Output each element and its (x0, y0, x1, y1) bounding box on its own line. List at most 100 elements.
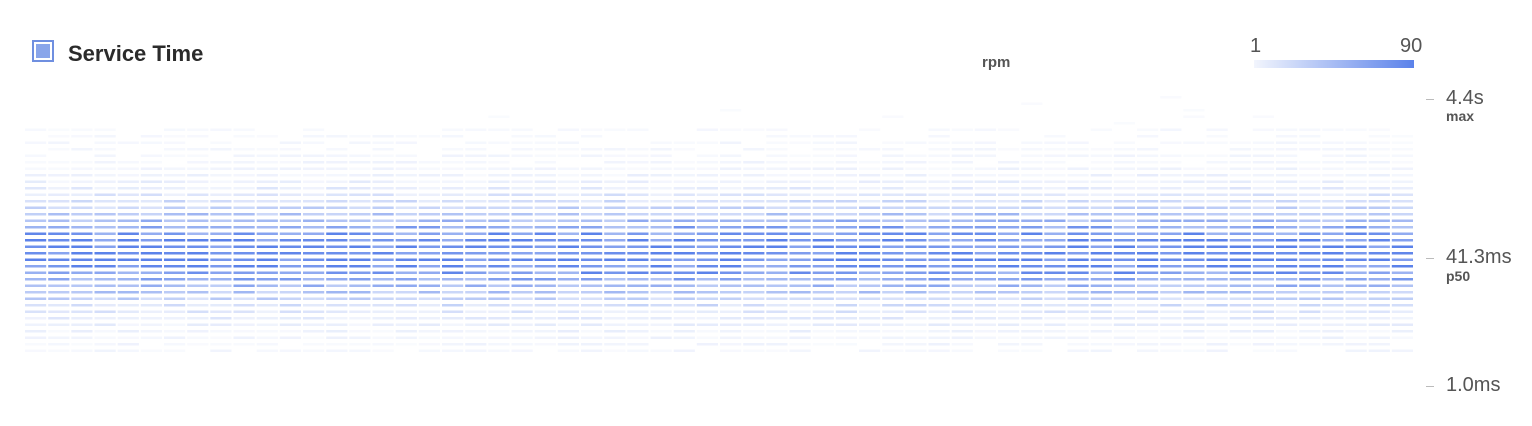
heatmap-cell[interactable] (650, 206, 672, 210)
heatmap-cell[interactable] (720, 310, 742, 314)
heatmap-cell[interactable] (1044, 167, 1066, 171)
heatmap-cell[interactable] (720, 258, 742, 262)
heatmap-cell[interactable] (1391, 349, 1413, 353)
heatmap-cell[interactable] (210, 265, 232, 268)
heatmap-cell[interactable] (418, 252, 440, 255)
heatmap-cell[interactable] (859, 317, 881, 320)
heatmap-cell[interactable] (627, 297, 649, 301)
heatmap-cell[interactable] (1206, 226, 1228, 229)
heatmap-cell[interactable] (94, 349, 116, 353)
heatmap-cell[interactable] (696, 265, 718, 268)
heatmap-cell[interactable] (951, 226, 973, 229)
heatmap-cell[interactable] (326, 252, 348, 255)
heatmap-cell[interactable] (1090, 278, 1112, 281)
heatmap-cell[interactable] (1229, 226, 1251, 229)
heatmap-cell[interactable] (349, 317, 371, 320)
heatmap-cell[interactable] (1345, 141, 1367, 145)
heatmap-cell[interactable] (627, 213, 649, 216)
heatmap-cell[interactable] (1021, 141, 1043, 145)
heatmap-cell[interactable] (673, 187, 695, 190)
heatmap-cell[interactable] (1067, 193, 1089, 197)
heatmap-cell[interactable] (1090, 323, 1112, 327)
heatmap-cell[interactable] (511, 232, 533, 236)
heatmap-cell[interactable] (117, 245, 139, 249)
heatmap-cell[interactable] (233, 161, 255, 164)
heatmap-cell[interactable] (372, 258, 394, 262)
heatmap-cell[interactable] (1322, 213, 1344, 216)
heatmap-cell[interactable] (928, 154, 950, 158)
heatmap-cell[interactable] (71, 180, 93, 184)
heatmap-cell[interactable] (1252, 141, 1274, 145)
heatmap-cell[interactable] (743, 284, 765, 288)
heatmap-cell[interactable] (418, 291, 440, 294)
heatmap-cell[interactable] (372, 232, 394, 236)
heatmap-cell[interactable] (743, 323, 765, 327)
heatmap-cell[interactable] (766, 141, 788, 145)
heatmap-cell[interactable] (1044, 226, 1066, 229)
heatmap-cell[interactable] (812, 265, 834, 268)
heatmap-cell[interactable] (279, 226, 301, 229)
heatmap-cell[interactable] (210, 278, 232, 281)
heatmap-cell[interactable] (395, 187, 417, 190)
heatmap-cell[interactable] (974, 271, 996, 275)
heatmap-cell[interactable] (696, 180, 718, 184)
heatmap-cell[interactable] (581, 336, 603, 340)
heatmap-cell[interactable] (998, 349, 1020, 353)
heatmap-cell[interactable] (117, 180, 139, 184)
heatmap-cell[interactable] (882, 252, 904, 255)
heatmap-cell[interactable] (210, 336, 232, 340)
heatmap-cell[interactable] (928, 148, 950, 151)
heatmap-cell[interactable] (256, 226, 278, 229)
heatmap-cell[interactable] (696, 200, 718, 203)
heatmap-cell[interactable] (279, 291, 301, 294)
heatmap-chart[interactable] (0, 0, 1420, 380)
heatmap-cell[interactable] (673, 278, 695, 281)
heatmap-cell[interactable] (882, 219, 904, 223)
heatmap-cell[interactable] (1067, 141, 1089, 145)
heatmap-cell[interactable] (743, 180, 765, 184)
heatmap-cell[interactable] (720, 161, 742, 164)
heatmap-cell[interactable] (210, 193, 232, 197)
heatmap-cell[interactable] (998, 343, 1020, 346)
heatmap-cell[interactable] (766, 200, 788, 203)
heatmap-cell[interactable] (928, 323, 950, 327)
heatmap-cell[interactable] (627, 167, 649, 171)
heatmap-cell[interactable] (650, 193, 672, 197)
heatmap-cell[interactable] (1229, 154, 1251, 158)
heatmap-cell[interactable] (1021, 349, 1043, 353)
heatmap-cell[interactable] (1090, 161, 1112, 164)
heatmap-cell[interactable] (465, 252, 487, 255)
heatmap-cell[interactable] (395, 330, 417, 333)
heatmap-cell[interactable] (1368, 213, 1390, 216)
heatmap-cell[interactable] (1206, 180, 1228, 184)
heatmap-cell[interactable] (905, 219, 927, 223)
heatmap-cell[interactable] (465, 343, 487, 346)
heatmap-cell[interactable] (140, 284, 162, 288)
heatmap-cell[interactable] (998, 213, 1020, 216)
heatmap-cell[interactable] (766, 245, 788, 249)
heatmap-cell[interactable] (1206, 258, 1228, 262)
heatmap-cell[interactable] (1345, 297, 1367, 301)
heatmap-cell[interactable] (1206, 349, 1228, 353)
heatmap-cell[interactable] (1345, 167, 1367, 171)
heatmap-cell[interactable] (1113, 219, 1135, 223)
heatmap-cell[interactable] (279, 200, 301, 203)
heatmap-cell[interactable] (256, 323, 278, 327)
heatmap-cell[interactable] (256, 161, 278, 164)
heatmap-cell[interactable] (25, 193, 47, 197)
heatmap-cell[interactable] (164, 193, 186, 197)
heatmap-cell[interactable] (395, 154, 417, 158)
heatmap-cell[interactable] (1206, 232, 1228, 236)
heatmap-cell[interactable] (187, 200, 209, 203)
heatmap-cell[interactable] (1183, 167, 1205, 171)
heatmap-cell[interactable] (488, 206, 510, 210)
heatmap-cell[interactable] (1368, 291, 1390, 294)
heatmap-cell[interactable] (928, 336, 950, 340)
heatmap-cell[interactable] (465, 174, 487, 177)
heatmap-cell[interactable] (1044, 193, 1066, 197)
heatmap-cell[interactable] (766, 252, 788, 255)
heatmap-cell[interactable] (164, 291, 186, 294)
heatmap-cell[interactable] (951, 330, 973, 333)
heatmap-cell[interactable] (488, 349, 510, 353)
heatmap-cell[interactable] (604, 167, 626, 171)
